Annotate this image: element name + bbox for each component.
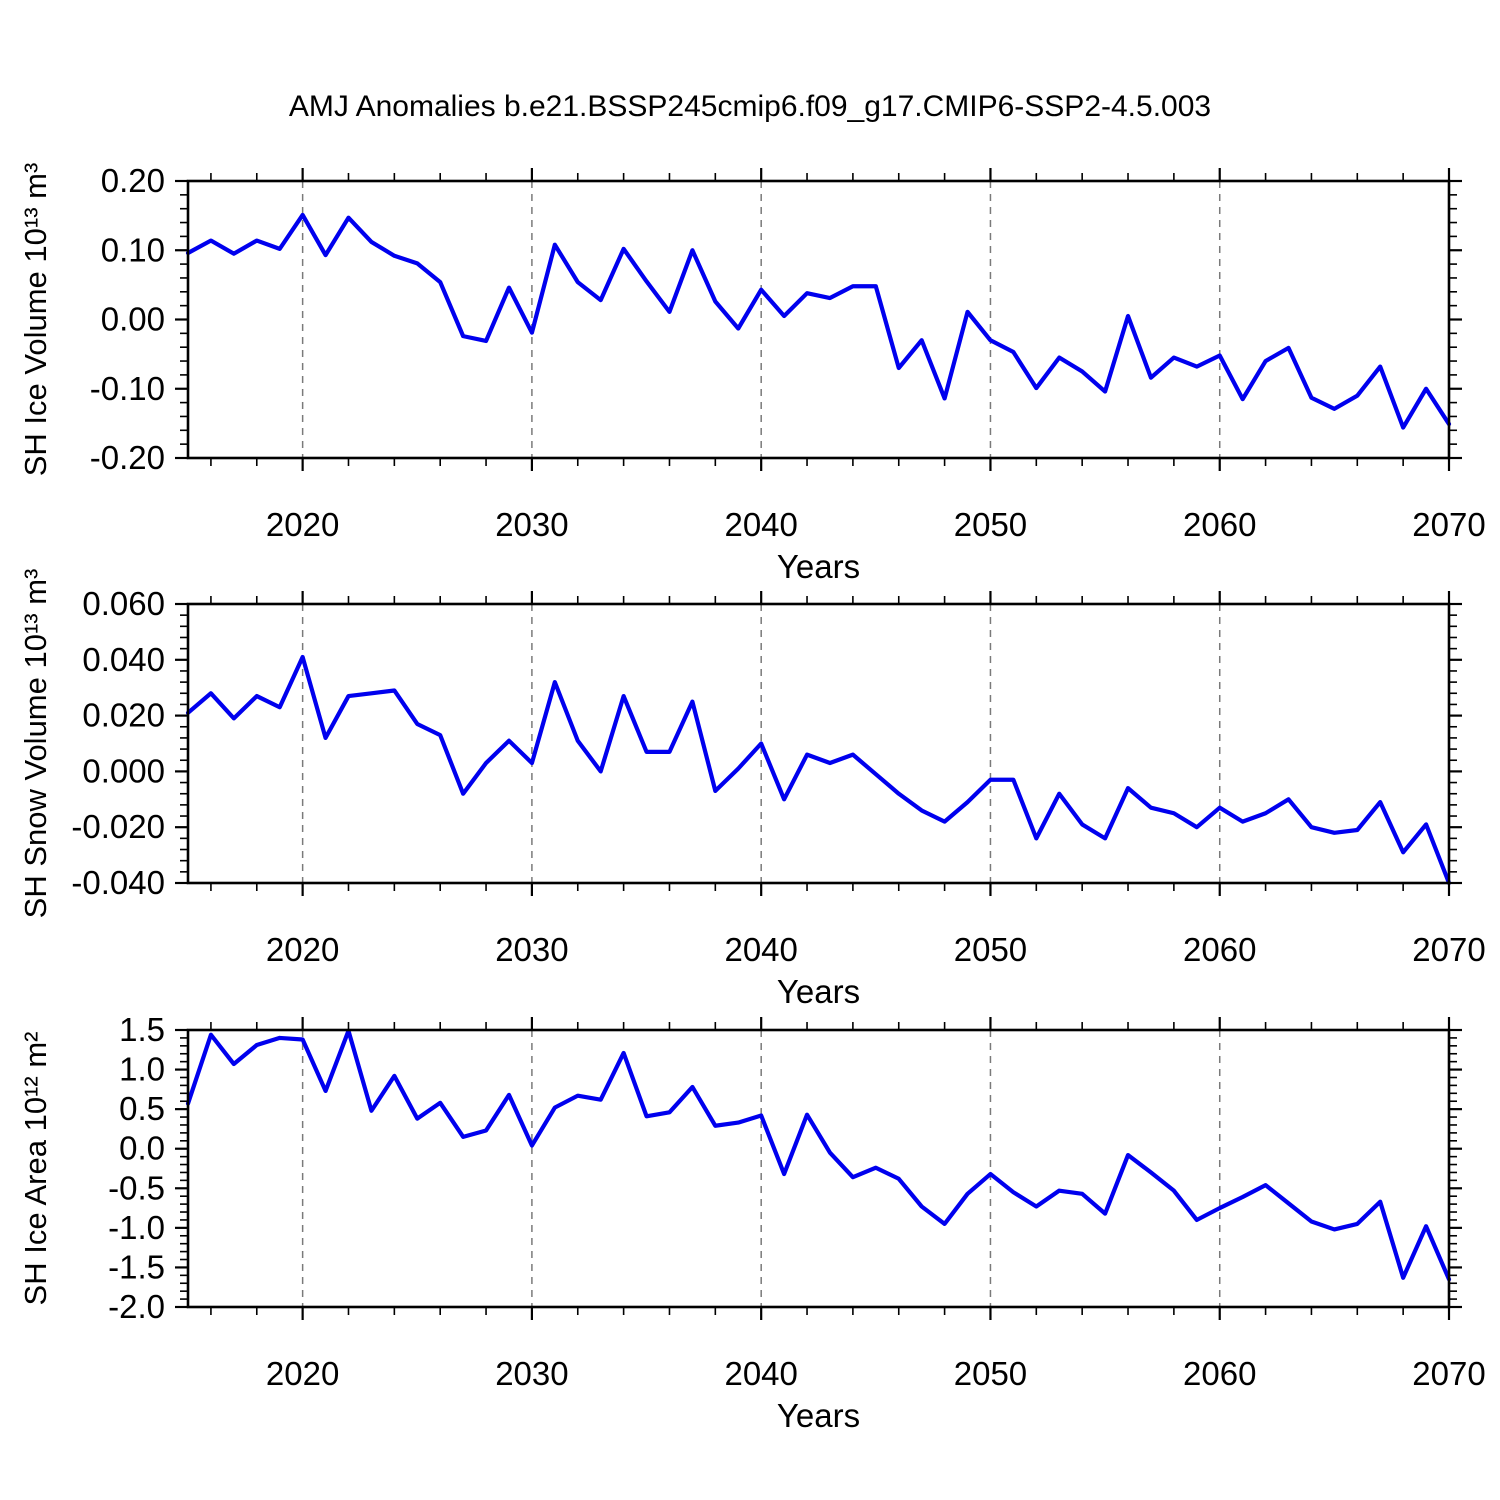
panel-2-ytick-label: 0.5 xyxy=(119,1090,165,1127)
panel-2-xtick-label: 2030 xyxy=(495,1355,568,1392)
panel-2-xtick-label: 2020 xyxy=(266,1355,339,1392)
panel-2-frame xyxy=(186,1028,1451,1309)
panel-1-xtick-label: 2030 xyxy=(495,931,568,968)
panel-0-data-line xyxy=(185,212,1452,430)
panel-1-xtick-label: 2070 xyxy=(1412,931,1485,968)
panel-2-ytick-label: 1.0 xyxy=(119,1051,165,1088)
panel-2-xtick-label: 2050 xyxy=(954,1355,1027,1392)
panel-2-ytick-label: 1.5 xyxy=(119,1011,165,1048)
panel-2-ytick-label: 0.0 xyxy=(119,1130,165,1167)
panel-0-y-axis-title: SH Ice Volume 10¹³ m³ xyxy=(18,163,53,477)
panel-0-frame xyxy=(186,179,1451,460)
panel-2-ytick-label: -1.0 xyxy=(108,1209,165,1246)
panel-1-ytick-label: -0.020 xyxy=(71,808,165,845)
panel-0-ytick-label: -0.10 xyxy=(90,370,165,407)
panel-2-ytick-label: -2.0 xyxy=(108,1288,165,1325)
panel-0-xtick-label: 2060 xyxy=(1183,506,1256,543)
panel-1-data-line xyxy=(185,654,1452,886)
panel-0-ytick-label: -0.20 xyxy=(90,439,165,476)
panel-1-xtick-label: 2050 xyxy=(954,931,1027,968)
panel-2-y-axis-title: SH Ice Area 10¹² m² xyxy=(18,1032,53,1306)
panel-1-x-axis-title: Years xyxy=(777,973,860,1010)
panel-1-ytick-label: 0.060 xyxy=(82,585,165,622)
panel-1-ytick-label: 0.000 xyxy=(82,752,165,789)
panel-2-x-axis-title: Years xyxy=(777,1397,860,1434)
figure-title: AMJ Anomalies b.e21.BSSP245cmip6.f09_g17… xyxy=(288,90,1212,123)
panel-2-data-line xyxy=(185,1028,1452,1282)
panel-1-y-axis-title: SH Snow Volume 10¹³ m³ xyxy=(18,569,53,919)
panel-2-xtick-label: 2060 xyxy=(1183,1355,1256,1392)
panel-2-ytick-label: -0.5 xyxy=(108,1169,165,1206)
panel-2-xtick-label: 2070 xyxy=(1412,1355,1485,1392)
panel-0-xtick-label: 2020 xyxy=(266,506,339,543)
panel-0-ytick-label: 0.00 xyxy=(101,301,165,338)
panel-0-ytick-label: 0.10 xyxy=(101,231,165,268)
panel-1-xtick-label: 2020 xyxy=(266,931,339,968)
panel-0-ytick-label: 0.20 xyxy=(101,162,165,199)
panel-2-ytick-label: -1.5 xyxy=(108,1248,165,1285)
panel-0-x-axis-title: Years xyxy=(777,548,860,585)
panel-0-xtick-label: 2030 xyxy=(495,506,568,543)
panel-2-xtick-label: 2040 xyxy=(724,1355,797,1392)
panel-1-xtick-label: 2060 xyxy=(1183,931,1256,968)
panel-1-xtick-label: 2040 xyxy=(724,931,797,968)
panel-0-xtick-label: 2040 xyxy=(724,506,797,543)
panel-0-xtick-label: 2050 xyxy=(954,506,1027,543)
panel-1-ytick-label: 0.020 xyxy=(82,697,165,734)
panel-0-xtick-label: 2070 xyxy=(1412,506,1485,543)
panel-1-ytick-label: 0.040 xyxy=(82,641,165,678)
panel-1-frame xyxy=(186,602,1451,885)
panel-1-ytick-label: -0.040 xyxy=(71,864,165,901)
